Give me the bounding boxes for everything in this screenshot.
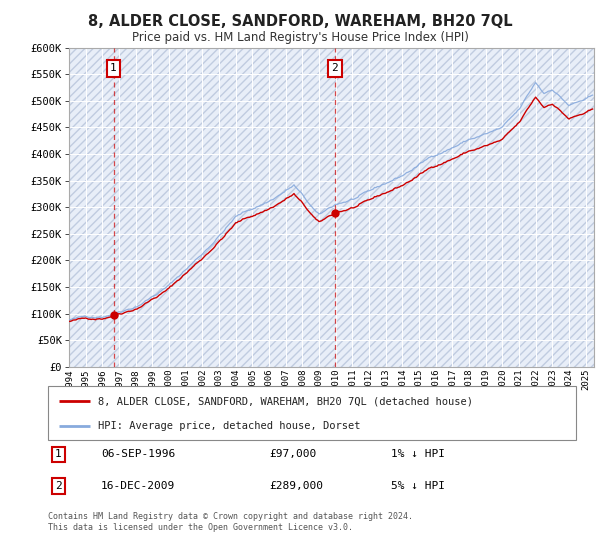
Text: 1: 1 [110, 63, 117, 73]
Text: 2: 2 [332, 63, 338, 73]
Text: Contains HM Land Registry data © Crown copyright and database right 2024.
This d: Contains HM Land Registry data © Crown c… [48, 512, 413, 532]
Text: 06-SEP-1996: 06-SEP-1996 [101, 450, 175, 460]
Text: 16-DEC-2009: 16-DEC-2009 [101, 481, 175, 491]
Text: Price paid vs. HM Land Registry's House Price Index (HPI): Price paid vs. HM Land Registry's House … [131, 31, 469, 44]
Text: 1% ↓ HPI: 1% ↓ HPI [391, 450, 445, 460]
Text: £97,000: £97,000 [270, 450, 317, 460]
Text: 5% ↓ HPI: 5% ↓ HPI [391, 481, 445, 491]
FancyBboxPatch shape [48, 386, 576, 440]
Text: 1: 1 [55, 450, 62, 460]
Text: 2: 2 [55, 481, 62, 491]
Text: HPI: Average price, detached house, Dorset: HPI: Average price, detached house, Dors… [98, 421, 361, 431]
Text: 8, ALDER CLOSE, SANDFORD, WAREHAM, BH20 7QL (detached house): 8, ALDER CLOSE, SANDFORD, WAREHAM, BH20 … [98, 396, 473, 407]
Text: £289,000: £289,000 [270, 481, 324, 491]
Text: 8, ALDER CLOSE, SANDFORD, WAREHAM, BH20 7QL: 8, ALDER CLOSE, SANDFORD, WAREHAM, BH20 … [88, 14, 512, 29]
